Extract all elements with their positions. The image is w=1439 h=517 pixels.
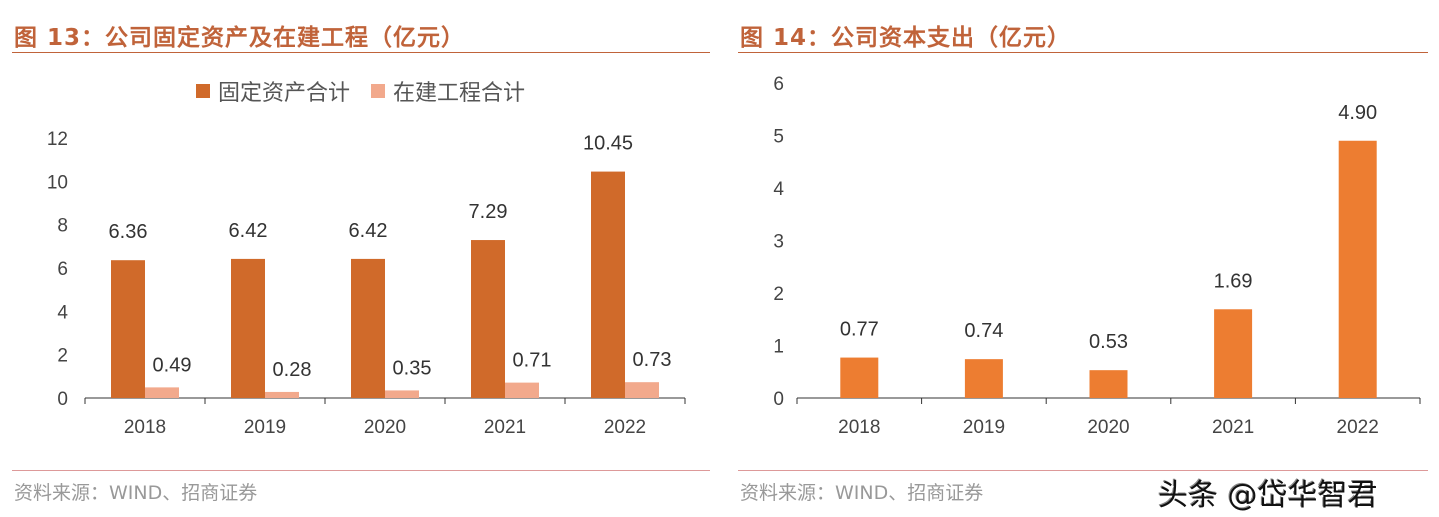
bar xyxy=(1214,309,1253,398)
y-tick-label: 4 xyxy=(773,179,784,200)
y-tick-label: 2 xyxy=(773,284,784,305)
bar xyxy=(1089,370,1128,398)
x-tick-label: 2020 xyxy=(364,417,406,438)
legend-swatch xyxy=(371,84,385,98)
right-chart-title: 图 14：公司资本支出（亿元） xyxy=(740,25,1072,51)
data-label: 0.77 xyxy=(840,319,879,341)
data-label: 0.35 xyxy=(393,357,432,379)
y-tick-label: 6 xyxy=(57,259,68,280)
bar xyxy=(471,240,505,398)
y-tick-label: 5 xyxy=(773,127,784,148)
left-source-rule xyxy=(12,470,710,471)
bar xyxy=(231,258,265,398)
data-label: 4.90 xyxy=(1338,102,1377,124)
watermark: 头条 @岱华智君 xyxy=(1158,478,1378,513)
data-label: 7.29 xyxy=(469,201,508,223)
x-tick-label: 2021 xyxy=(1212,417,1254,438)
bar xyxy=(111,260,145,398)
left-source: 资料来源：WIND、招商证券 xyxy=(14,482,258,504)
bar xyxy=(265,391,299,398)
data-label: 1.69 xyxy=(1214,270,1253,292)
y-tick-label: 12 xyxy=(47,129,68,150)
bar xyxy=(1338,140,1377,398)
left-title-rule xyxy=(12,52,710,53)
right-source-rule xyxy=(738,470,1428,471)
data-label: 6.42 xyxy=(229,220,268,242)
bar xyxy=(591,171,625,398)
x-tick-label: 2018 xyxy=(124,417,166,438)
data-label: 0.74 xyxy=(964,320,1003,342)
x-tick-label: 2021 xyxy=(484,417,526,438)
legend-swatch xyxy=(196,84,210,98)
data-label: 0.73 xyxy=(633,349,672,371)
bar xyxy=(840,357,879,398)
x-tick-label: 2020 xyxy=(1087,417,1129,438)
data-label: 0.53 xyxy=(1089,331,1128,353)
y-tick-label: 2 xyxy=(57,346,68,367)
data-label: 0.71 xyxy=(513,350,552,372)
data-label: 0.28 xyxy=(273,359,312,381)
bar xyxy=(505,382,539,398)
legend-label: 在建工程合计 xyxy=(393,80,525,105)
data-label: 10.45 xyxy=(583,133,633,155)
bar xyxy=(385,390,419,398)
data-label: 0.49 xyxy=(153,354,192,376)
bar xyxy=(964,359,1003,398)
y-tick-label: 6 xyxy=(773,74,784,95)
data-label: 6.36 xyxy=(109,221,148,243)
y-tick-label: 10 xyxy=(47,172,68,193)
data-label: 6.42 xyxy=(349,220,388,242)
x-tick-label: 2019 xyxy=(244,417,286,438)
right-source: 资料来源：WIND、招商证券 xyxy=(740,482,984,504)
bar xyxy=(625,382,659,398)
y-tick-label: 1 xyxy=(773,337,784,358)
x-tick-label: 2022 xyxy=(1337,417,1379,438)
right-title-rule xyxy=(738,52,1428,53)
bar xyxy=(145,387,179,398)
y-tick-label: 4 xyxy=(57,302,68,323)
x-tick-label: 2022 xyxy=(604,417,646,438)
bar xyxy=(351,258,385,398)
y-tick-label: 0 xyxy=(57,389,68,410)
y-tick-label: 0 xyxy=(773,389,784,410)
y-tick-label: 3 xyxy=(773,232,784,253)
legend-label: 固定资产合计 xyxy=(218,80,350,105)
x-tick-label: 2018 xyxy=(838,417,880,438)
x-tick-label: 2019 xyxy=(963,417,1005,438)
y-tick-label: 8 xyxy=(57,216,68,237)
left-chart-title: 图 13：公司固定资产及在建工程（亿元） xyxy=(14,25,466,51)
